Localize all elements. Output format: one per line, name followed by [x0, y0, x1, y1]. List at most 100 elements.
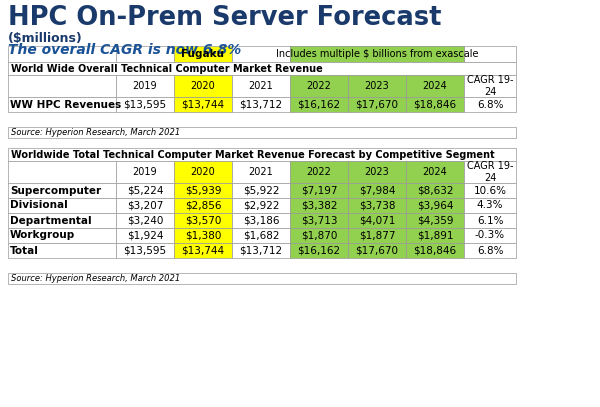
Text: $13,712: $13,712	[239, 99, 283, 109]
Bar	[116, 243, 174, 258]
Text: Includes multiple $ billions from exascale: Includes multiple $ billions from exasca…	[276, 49, 478, 59]
Bar	[8, 161, 116, 183]
Bar	[290, 243, 348, 258]
Text: $18,846: $18,846	[413, 99, 457, 109]
Bar	[290, 213, 348, 228]
Text: $16,162: $16,162	[298, 245, 341, 256]
Bar	[348, 97, 406, 112]
Bar	[116, 198, 174, 213]
Text: The overall CAGR is now 6.8%: The overall CAGR is now 6.8%	[8, 43, 241, 57]
Bar	[464, 161, 516, 183]
Bar	[348, 213, 406, 228]
Text: $3,207: $3,207	[127, 201, 163, 210]
Bar	[174, 75, 232, 97]
Bar	[232, 198, 290, 213]
Bar	[174, 97, 232, 112]
Text: $13,712: $13,712	[239, 245, 283, 256]
Text: Departmental: Departmental	[10, 215, 92, 225]
Text: $4,359: $4,359	[417, 215, 453, 225]
Text: CAGR 19-
24: CAGR 19- 24	[467, 75, 513, 97]
Text: Total: Total	[10, 245, 39, 256]
Bar	[8, 183, 116, 198]
Bar	[290, 161, 348, 183]
Bar	[232, 75, 290, 97]
Text: 2020: 2020	[191, 167, 215, 177]
Bar	[116, 46, 174, 62]
Text: $7,197: $7,197	[301, 186, 337, 195]
Bar	[174, 228, 232, 243]
Text: $3,382: $3,382	[301, 201, 337, 210]
Text: $1,924: $1,924	[127, 230, 163, 241]
Text: $4,071: $4,071	[359, 215, 395, 225]
Bar	[290, 46, 464, 62]
Bar	[174, 213, 232, 228]
Bar	[406, 161, 464, 183]
Bar	[406, 243, 464, 258]
Bar	[464, 183, 516, 198]
Text: $3,186: $3,186	[243, 215, 279, 225]
Bar	[464, 228, 516, 243]
Bar	[232, 97, 290, 112]
Bar	[464, 213, 516, 228]
Text: $13,595: $13,595	[124, 245, 167, 256]
Text: Workgroup: Workgroup	[10, 230, 75, 241]
Bar	[290, 97, 348, 112]
Bar	[8, 62, 516, 75]
Text: $1,891: $1,891	[417, 230, 453, 241]
Bar	[290, 228, 348, 243]
Text: HPC On-Prem Server Forecast: HPC On-Prem Server Forecast	[8, 5, 442, 31]
Bar	[406, 97, 464, 112]
Bar	[8, 273, 516, 284]
Text: $3,713: $3,713	[301, 215, 337, 225]
Bar	[406, 198, 464, 213]
Text: $2,922: $2,922	[243, 201, 279, 210]
Text: $5,922: $5,922	[243, 186, 279, 195]
Text: $3,964: $3,964	[417, 201, 453, 210]
Bar	[8, 75, 116, 97]
Bar	[232, 161, 290, 183]
Bar	[464, 97, 516, 112]
Text: Source: Hyperion Research, March 2021: Source: Hyperion Research, March 2021	[11, 274, 180, 283]
Bar	[174, 161, 232, 183]
Text: 4.3%: 4.3%	[477, 201, 503, 210]
Bar	[174, 183, 232, 198]
Bar	[8, 97, 116, 112]
Text: 2023: 2023	[365, 81, 389, 91]
Text: $16,162: $16,162	[298, 99, 341, 109]
Bar	[232, 228, 290, 243]
Bar	[348, 161, 406, 183]
Text: 2021: 2021	[248, 167, 274, 177]
Bar	[232, 46, 290, 62]
Bar	[406, 213, 464, 228]
Text: 6.1%: 6.1%	[477, 215, 503, 225]
Text: $17,670: $17,670	[355, 245, 398, 256]
Bar	[174, 46, 232, 62]
Text: -0.3%: -0.3%	[475, 230, 505, 241]
Bar	[348, 46, 406, 62]
Text: $3,570: $3,570	[185, 215, 221, 225]
Text: WW HPC Revenues: WW HPC Revenues	[10, 99, 121, 109]
Bar	[464, 198, 516, 213]
Text: $13,744: $13,744	[181, 245, 224, 256]
Text: 2022: 2022	[307, 81, 331, 91]
Bar	[116, 161, 174, 183]
Bar	[290, 198, 348, 213]
Text: 6.8%: 6.8%	[477, 245, 503, 256]
Bar	[464, 75, 516, 97]
Text: World Wide Overall Technical Computer Market Revenue: World Wide Overall Technical Computer Ma…	[11, 63, 323, 74]
Text: Divisional: Divisional	[10, 201, 68, 210]
Bar	[8, 198, 116, 213]
Bar	[232, 183, 290, 198]
Text: 2024: 2024	[422, 81, 448, 91]
Text: $8,632: $8,632	[417, 186, 453, 195]
Text: 6.8%: 6.8%	[477, 99, 503, 109]
Bar	[232, 243, 290, 258]
Bar	[348, 228, 406, 243]
Text: ($millions): ($millions)	[8, 32, 83, 45]
Text: 2020: 2020	[191, 81, 215, 91]
Text: $7,984: $7,984	[359, 186, 395, 195]
Text: Source: Hyperion Research, March 2021: Source: Hyperion Research, March 2021	[11, 128, 180, 137]
Text: $13,744: $13,744	[181, 99, 224, 109]
Bar	[116, 213, 174, 228]
Bar	[464, 46, 516, 62]
